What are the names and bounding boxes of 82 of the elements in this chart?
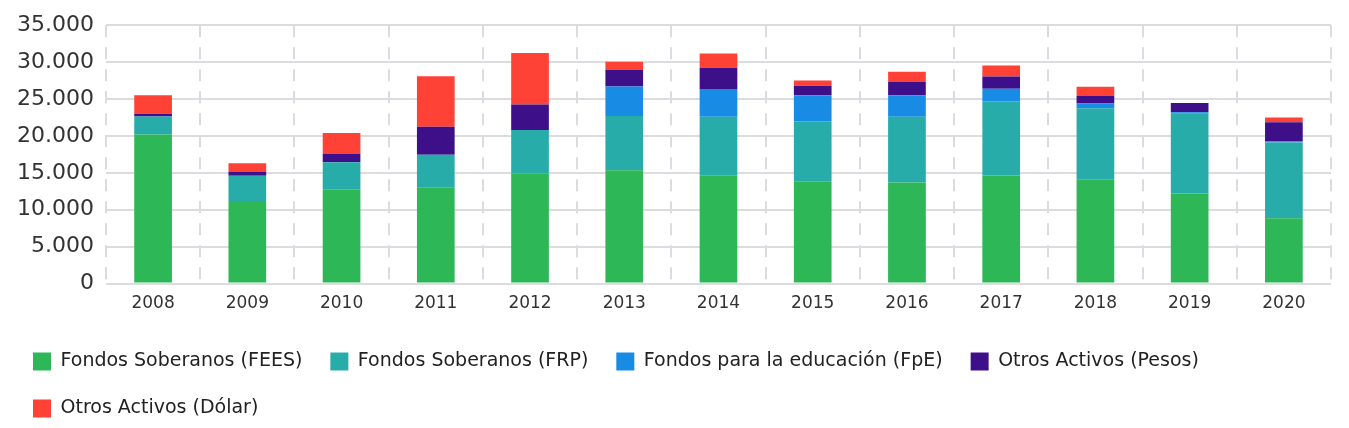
- bar: [1076, 108, 1115, 180]
- bar: [511, 173, 549, 283]
- legend-label: Fondos para la educación (FpE): [643, 348, 943, 371]
- bar: [1170, 103, 1209, 113]
- bar: [1265, 117, 1303, 123]
- bar: [982, 76, 1021, 89]
- bar: [793, 181, 832, 283]
- bar: [1265, 122, 1303, 142]
- bar: [416, 154, 455, 188]
- x-tick-label: 2008: [131, 292, 175, 313]
- bar: [228, 200, 267, 283]
- bar: [605, 86, 644, 117]
- legend-label: Otros Activos (Pesos): [998, 348, 1199, 371]
- bar: [416, 126, 455, 155]
- bar: [511, 52, 549, 105]
- bar: [699, 89, 738, 117]
- bar: [1076, 86, 1115, 97]
- x-tick-label: 2009: [225, 292, 269, 313]
- bar: [416, 187, 455, 283]
- bar: [888, 71, 926, 83]
- x-tick-label: 2014: [696, 292, 741, 313]
- bar: [793, 80, 832, 86]
- bar: [322, 189, 361, 283]
- bar: [134, 134, 172, 283]
- bar: [511, 104, 549, 131]
- bar: [511, 130, 549, 174]
- bar: [982, 101, 1021, 176]
- bar: [322, 132, 361, 155]
- bar: [982, 65, 1021, 77]
- bar: [134, 95, 172, 114]
- x-tick-label: 2013: [602, 292, 646, 313]
- bar: [888, 182, 926, 283]
- bar: [888, 95, 926, 117]
- x-tick-label: 2020: [1262, 292, 1306, 313]
- bar: [416, 76, 455, 127]
- x-tick-label: 2010: [319, 292, 364, 313]
- y-tick-label: 10.000: [16, 195, 94, 221]
- bar: [793, 121, 832, 182]
- bar: [699, 175, 738, 283]
- bar: [982, 175, 1021, 283]
- bar: [982, 88, 1021, 102]
- bar: [228, 175, 267, 201]
- legend-label: Otros Activos (Dólar): [60, 395, 259, 418]
- bar: [605, 61, 644, 70]
- bar: [793, 85, 832, 96]
- x-tick-label: 2012: [508, 292, 552, 313]
- x-tick-label: 2015: [791, 292, 835, 313]
- x-tick-label: 2017: [979, 292, 1023, 313]
- x-tick-label: 2018: [1073, 292, 1118, 313]
- y-tick-label: 15.000: [16, 158, 94, 184]
- y-tick-label: 20.000: [16, 121, 94, 147]
- y-tick-label: 0: [79, 269, 94, 295]
- bar: [1170, 113, 1209, 194]
- x-tick-label: 2011: [414, 292, 458, 313]
- bar: [699, 116, 738, 176]
- bar: [1076, 179, 1115, 283]
- bar: [699, 67, 738, 90]
- bar: [605, 116, 644, 171]
- legend-label: Fondos Soberanos (FEES): [60, 348, 303, 371]
- bar: [228, 163, 267, 173]
- bar: [134, 116, 172, 135]
- bar: [1265, 218, 1303, 283]
- bar: [793, 95, 832, 122]
- bar: [322, 154, 361, 163]
- bar: [699, 53, 738, 68]
- y-tick-label: 30.000: [16, 47, 94, 73]
- y-tick-label: 5.000: [30, 232, 94, 258]
- bar: [1170, 193, 1209, 283]
- bar: [228, 172, 267, 176]
- bar: [605, 69, 644, 87]
- bar: [1076, 103, 1115, 109]
- x-tick-label: 2019: [1168, 292, 1212, 313]
- bar: [888, 82, 926, 96]
- x-tick-label: 2016: [885, 292, 929, 313]
- bar: [1076, 96, 1115, 104]
- y-tick-label: 25.000: [16, 84, 94, 110]
- bar: [322, 162, 361, 190]
- y-tick-label: 35.000: [16, 10, 94, 36]
- bar: [888, 116, 926, 183]
- bar: [1265, 142, 1303, 219]
- bar: [605, 170, 644, 283]
- legend-label: Fondos Soberanos (FRP): [357, 348, 589, 371]
